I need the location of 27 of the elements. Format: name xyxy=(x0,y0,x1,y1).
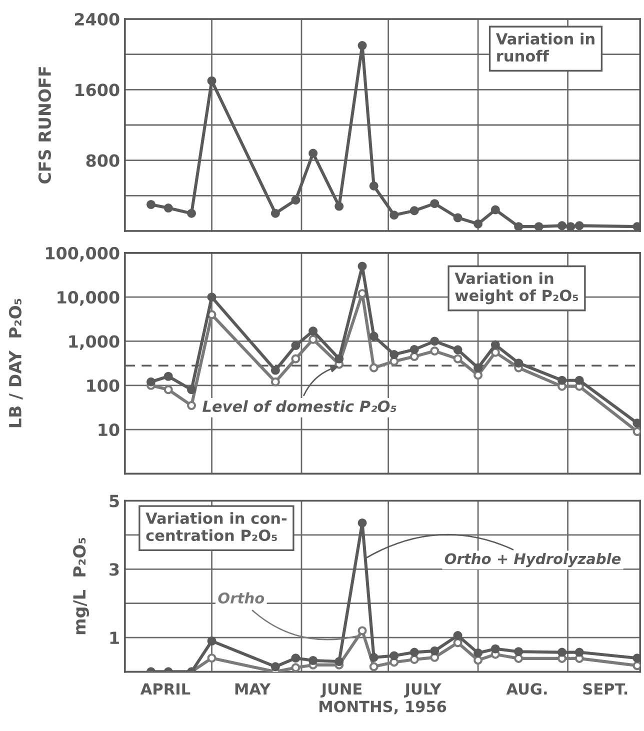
x-tick-label: APRIL xyxy=(140,683,190,695)
annotation: Variation in weight of P₂O₅ xyxy=(454,272,578,304)
x-axis-title: MONTHS, 1956 xyxy=(320,700,446,714)
x-tick-label: JULY xyxy=(404,683,442,698)
x-tick-label: MAY xyxy=(235,683,271,695)
y-tick-label: 3 xyxy=(110,563,119,576)
y-tick-label: 10,000 xyxy=(58,291,120,306)
text: Ortho + Hydrolyzable xyxy=(444,552,621,568)
y-axis-title: LB / DAY P₂O₅ xyxy=(8,298,23,428)
y-tick-label: 1,000 xyxy=(69,335,120,350)
x-tick-label: SEPT. xyxy=(583,683,628,695)
y-axis-title: mg/L P₂O₅ xyxy=(73,538,90,634)
y-tick-label: 100 xyxy=(87,379,120,392)
y-tick-label: 100,000 xyxy=(46,246,120,262)
y-tick-label: 2400 xyxy=(75,12,120,26)
y-axis-title: CFS RUNOFF xyxy=(38,67,52,184)
legend-label: Level of domestic P₂O₅ xyxy=(202,400,396,412)
y-tick-label: 1 xyxy=(110,632,119,644)
y-tick-label: 10 xyxy=(98,424,120,436)
annotation: Variation in runoff xyxy=(496,32,594,62)
y-tick-label: 800 xyxy=(86,154,120,167)
text: Ortho xyxy=(218,592,264,604)
annotation: Variation in con- centration P₂O₅ xyxy=(146,512,287,542)
y-tick-label: 1600 xyxy=(76,84,120,96)
y-tick-label: 5 xyxy=(110,494,119,508)
x-tick-label: JUNE xyxy=(320,683,362,698)
x-tick-label: AUG. xyxy=(506,683,547,695)
